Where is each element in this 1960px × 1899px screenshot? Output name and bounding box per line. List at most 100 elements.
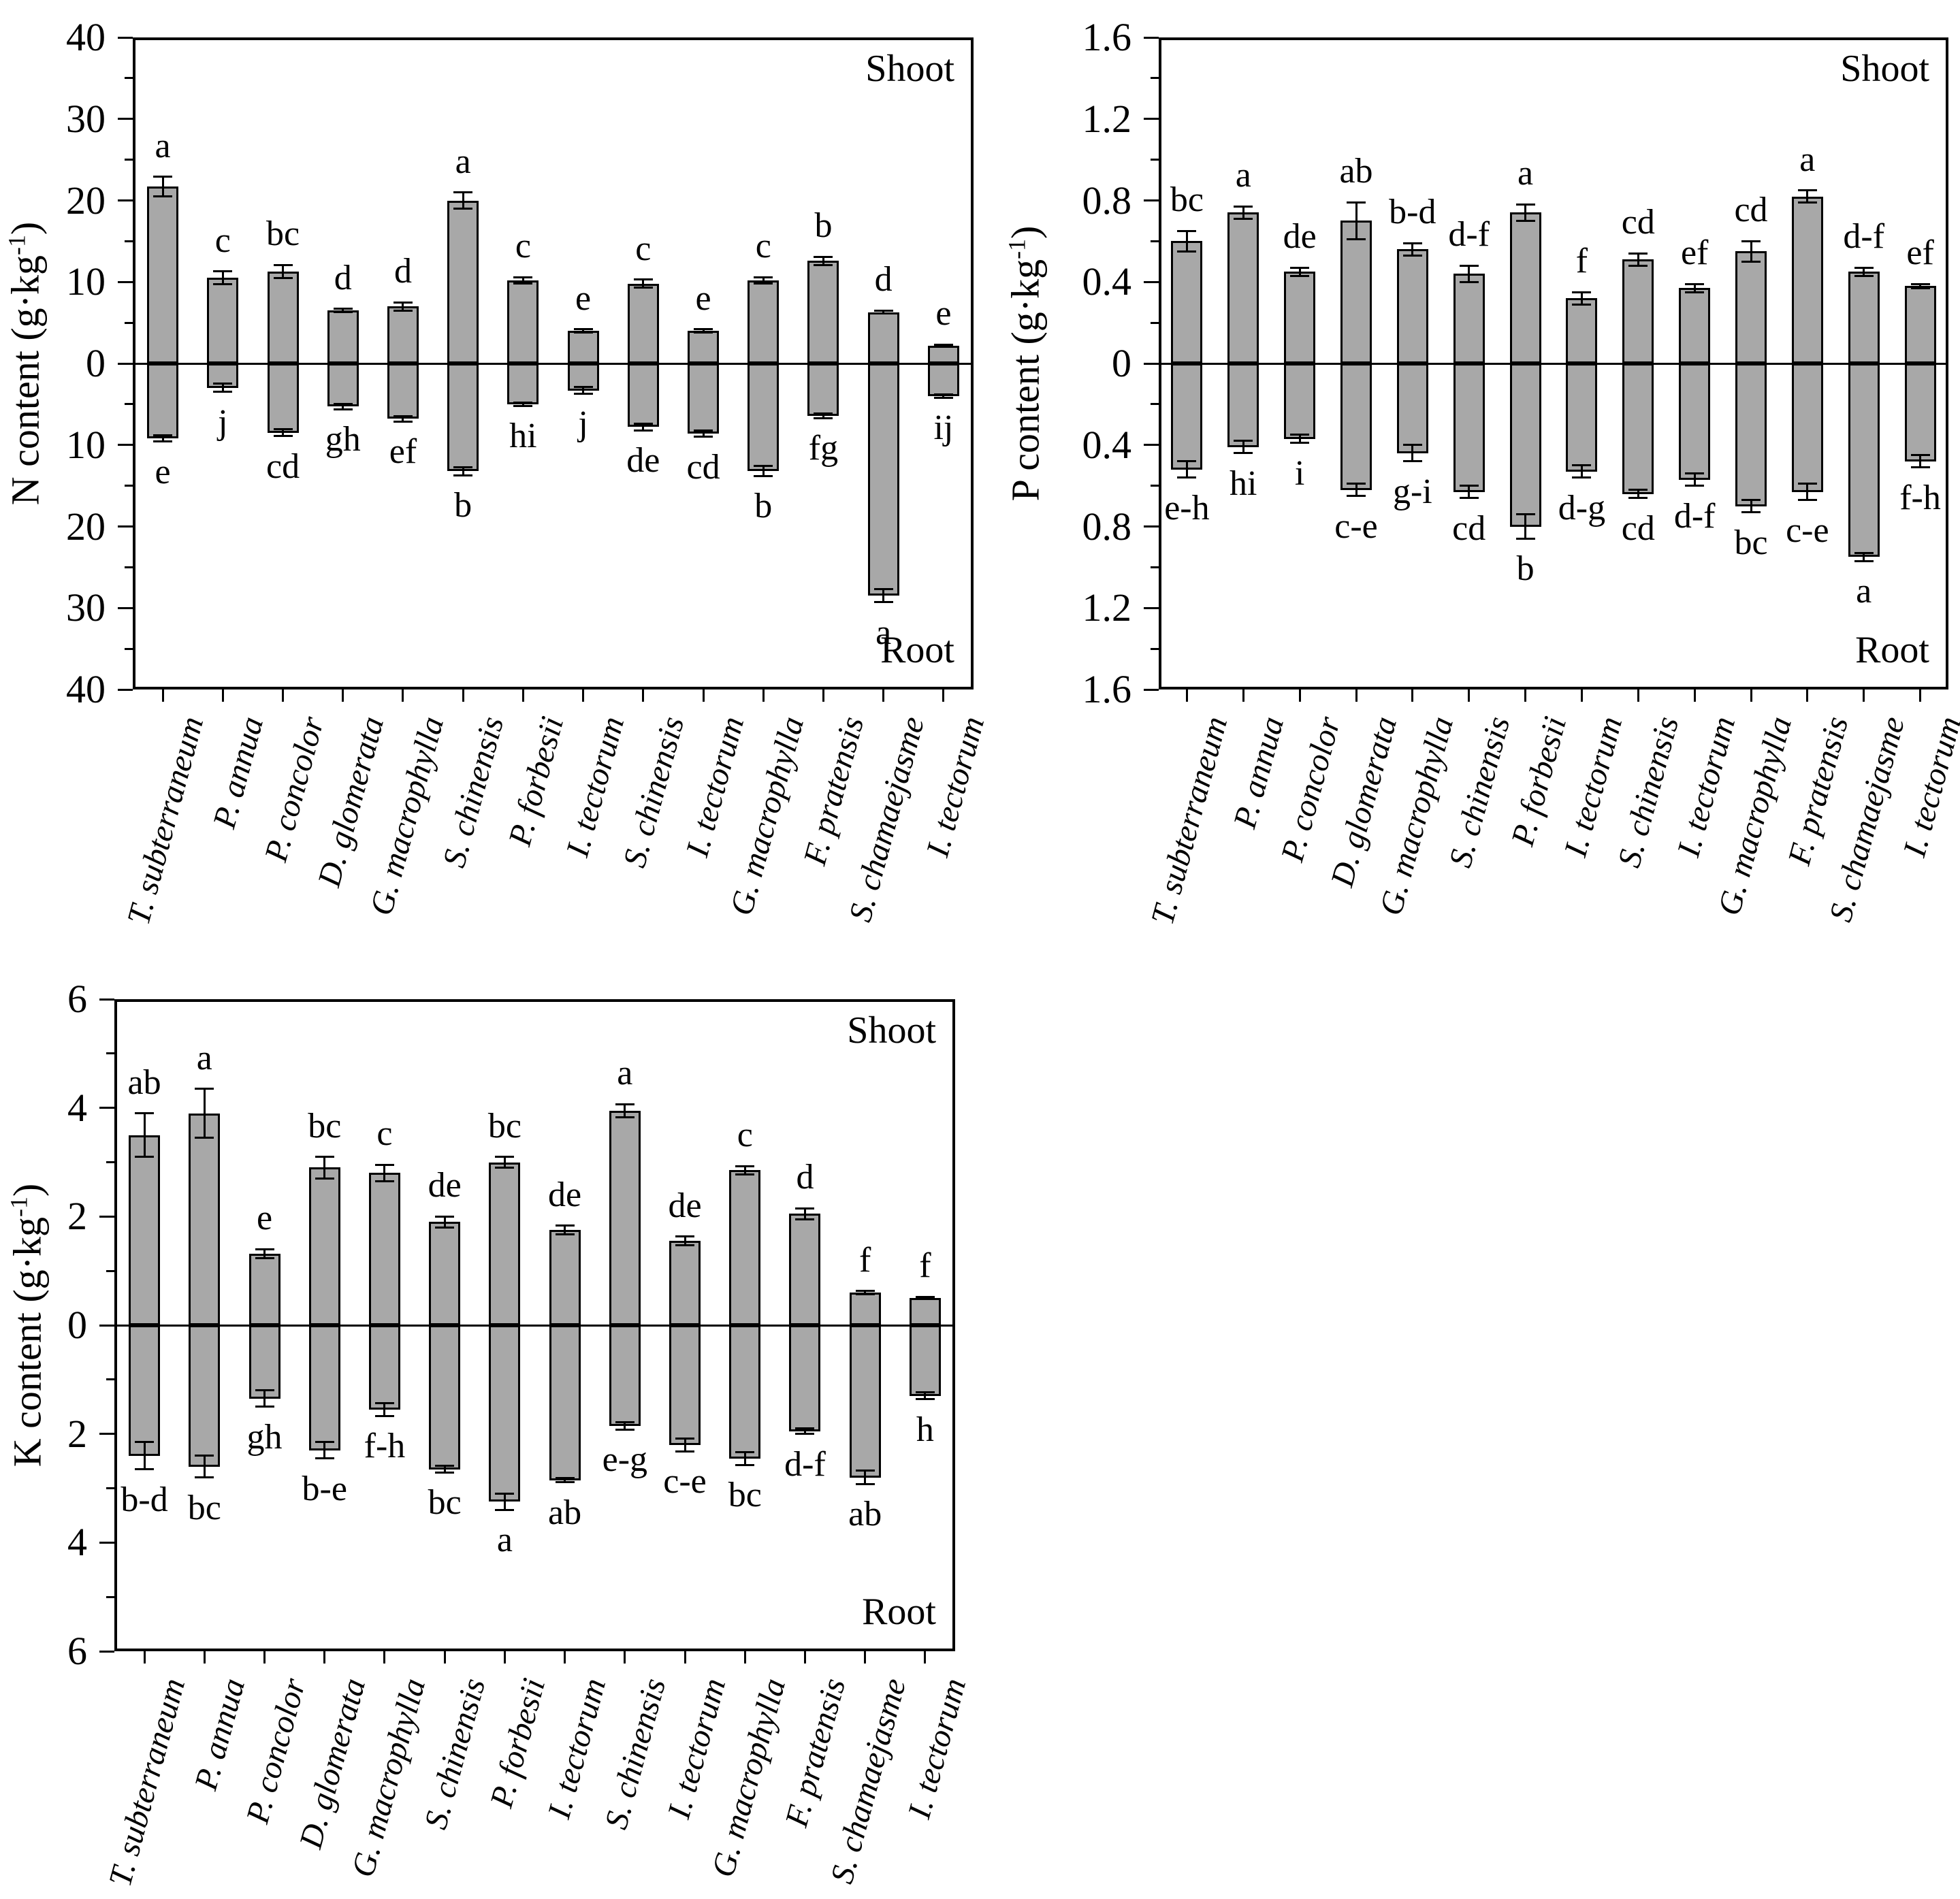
error-bar-root-cap-top [873, 588, 893, 591]
bar-root [669, 1325, 701, 1445]
y-tick-label: 0 [1112, 341, 1131, 385]
error-bar-shoot-cap-top [633, 278, 653, 281]
error-bar-root-cap-top [255, 1389, 274, 1392]
y-tick-label: 2 [67, 1194, 87, 1239]
error-bar-root-cap-top [513, 401, 533, 404]
sig-letter-root: h [916, 1410, 934, 1449]
error-bar-shoot-cap-bottom [315, 1177, 334, 1180]
error-bar-shoot-cap-top [153, 176, 173, 178]
bar-root [1735, 363, 1767, 506]
error-bar-shoot-line [1411, 243, 1414, 256]
sig-letter-shoot: a [455, 142, 471, 181]
error-bar-shoot-line [1298, 267, 1301, 276]
y-minor-tick [125, 647, 133, 650]
error-bar-shoot-cap-bottom [615, 1116, 634, 1118]
sig-letter-root: ab [548, 1493, 582, 1532]
error-bar-root-line [924, 1392, 927, 1399]
error-bar-shoot-cap-bottom [1910, 287, 1930, 289]
error-bar-root-cap-top [453, 466, 473, 468]
error-bar-root-cap-bottom [1685, 485, 1705, 487]
y-major-tick [1144, 444, 1159, 447]
error-bar-shoot-line [1580, 292, 1583, 305]
bar-root [147, 363, 179, 439]
error-bar-root-line [203, 1455, 206, 1478]
y-tick-label: 6 [67, 977, 87, 1021]
error-bar-root-cap-top [1290, 434, 1310, 436]
error-bar-root-line [383, 1403, 386, 1416]
bar-root [447, 363, 479, 472]
bar-root [627, 363, 659, 427]
bar-shoot [1509, 212, 1541, 363]
y-minor-tick [106, 1269, 114, 1272]
bar-root [1453, 363, 1485, 492]
x-tick [642, 689, 645, 702]
sig-letter-shoot: a [155, 126, 171, 165]
x-tick [443, 1651, 446, 1663]
y-minor-tick [1151, 321, 1159, 324]
y-tick-label: 20 [66, 178, 106, 223]
bar-shoot [807, 261, 839, 363]
error-bar-root-line [1637, 489, 1639, 498]
y-major-tick [118, 36, 133, 39]
error-bar-root-cap-top [495, 1492, 515, 1495]
error-bar-shoot-cap-top [453, 191, 473, 194]
error-bar-root-line [882, 589, 885, 602]
bar-shoot [729, 1170, 761, 1325]
sig-letter-shoot: ef [1906, 233, 1934, 273]
error-bar-shoot-cap-top [694, 328, 713, 331]
sig-letter-shoot: ef [1680, 233, 1709, 273]
sig-letter-root: a [875, 613, 892, 652]
y-major-tick [118, 362, 133, 365]
bar-root [248, 1325, 280, 1399]
error-bar-root-cap-bottom [855, 1482, 875, 1485]
error-bar-root-cap-bottom [453, 474, 473, 476]
error-bar-shoot-cap-top [1797, 189, 1817, 192]
y-tick-label: 0.8 [1082, 504, 1132, 549]
error-bar-shoot-cap-bottom [393, 309, 413, 312]
error-bar-root-cap-top [153, 434, 173, 436]
x-tick [1750, 689, 1752, 702]
error-bar-root-line [1411, 444, 1414, 461]
error-bar-root-cap-top [795, 1427, 815, 1430]
error-bar-root-cap-top [1572, 464, 1592, 467]
error-bar-root-cap-bottom [873, 601, 893, 604]
bar-root [189, 1325, 221, 1467]
bar-root [1509, 363, 1541, 527]
bar-shoot [909, 1298, 941, 1325]
bar-root [1848, 363, 1880, 557]
error-bar-shoot-cap-bottom [453, 207, 473, 210]
error-bar-root-line [642, 423, 645, 431]
error-bar-shoot-cap-bottom [435, 1226, 455, 1229]
bar-shoot [308, 1167, 340, 1325]
error-bar-shoot-cap-bottom [814, 263, 833, 266]
error-bar-shoot-line [342, 308, 344, 312]
error-bar-root-cap-top [555, 1476, 575, 1479]
error-bar-root-line [161, 435, 164, 442]
error-bar-root-cap-top [633, 423, 653, 425]
bar-root [1171, 363, 1203, 470]
error-bar-root-cap-top [855, 1470, 875, 1472]
panel-label-root: Root [1855, 629, 1929, 671]
bar-shoot [688, 331, 720, 363]
bar-shoot [627, 283, 659, 363]
error-bar-root-line [803, 1428, 806, 1434]
error-bar-root-line [822, 413, 824, 419]
error-bar-root-cap-bottom [135, 1468, 155, 1471]
x-tick [462, 689, 464, 702]
bar-shoot [669, 1241, 701, 1325]
error-bar-shoot-line [684, 1236, 686, 1246]
y-minor-tick [106, 1487, 114, 1489]
x-tick [1637, 689, 1639, 702]
panel-label-shoot: Shoot [865, 48, 954, 90]
x-tick [864, 1651, 867, 1663]
x-tick [402, 689, 404, 702]
sig-letter-root: gh [246, 1417, 283, 1457]
error-bar-root-cap-top [435, 1465, 455, 1467]
bar-root [368, 1325, 400, 1410]
error-bar-shoot-cap-top [754, 276, 773, 278]
error-bar-root-cap-top [814, 412, 833, 415]
error-bar-root-cap-bottom [615, 1428, 634, 1431]
error-bar-shoot-cap-top [255, 1248, 274, 1250]
y-minor-tick [106, 1595, 114, 1598]
sig-letter-shoot: c [755, 227, 771, 266]
